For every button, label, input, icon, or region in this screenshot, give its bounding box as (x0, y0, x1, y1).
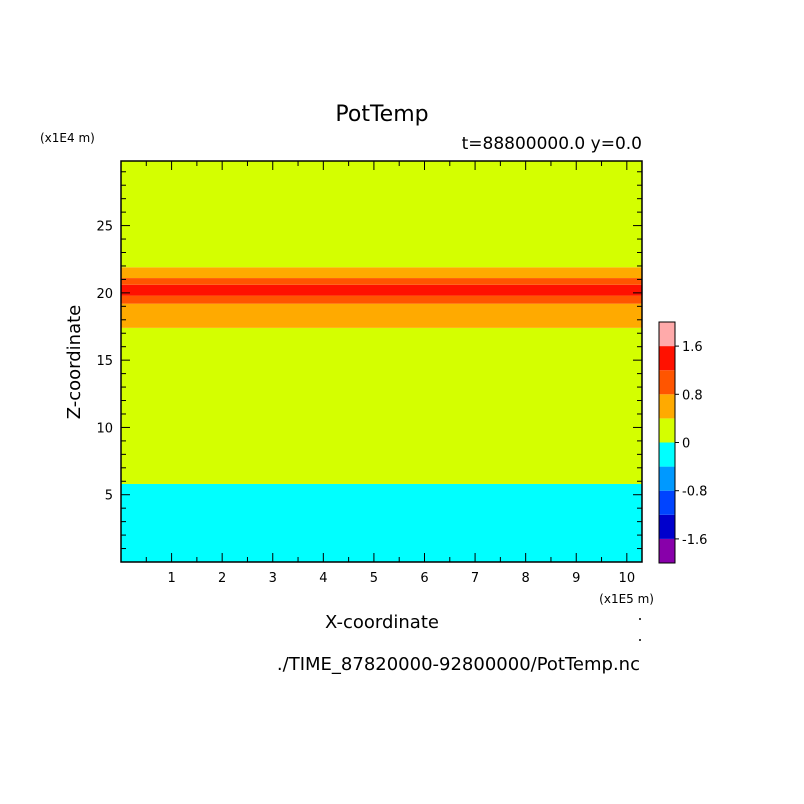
y-tick-label: 20 (96, 287, 113, 302)
y-scale-label: (x1E4 m) (40, 131, 95, 145)
x-axis: 1 2 3 4 5 6 7 8 9 10 (145, 161, 636, 586)
source-file-label: ./TIME_87820000-92800000/PotTemp.nc (277, 654, 640, 675)
marker-dot (639, 639, 641, 641)
colorbar-label: -1.6 (682, 533, 707, 548)
contour-band (121, 284, 642, 296)
x-tick-label: 1 (167, 571, 175, 586)
x-tick-label: 5 (370, 571, 378, 586)
x-tick-label: 4 (319, 571, 327, 586)
x-tick-label: 10 (619, 571, 636, 586)
contour-band (121, 161, 642, 268)
x-axis-label: X-coordinate (325, 612, 439, 633)
colorbar-swatch (659, 322, 675, 347)
colorbar-label: 0 (682, 437, 690, 452)
x-tick-label: 6 (420, 571, 428, 586)
y-tick-label: 25 (96, 220, 113, 235)
y-tick-label: 15 (96, 354, 113, 369)
x-tick-label: 8 (522, 571, 530, 586)
contour-band (121, 267, 642, 279)
colorbar-swatch (659, 514, 675, 539)
colorbar-swatch (659, 490, 675, 515)
colorbar-label: 0.8 (682, 388, 703, 403)
plot-frame (120, 160, 643, 563)
chart-title: PotTemp (335, 102, 428, 127)
colorbar-swatch (659, 394, 675, 419)
colorbar-swatch (659, 418, 675, 443)
x-tick-label: 9 (572, 571, 580, 586)
contour-band (121, 295, 642, 304)
contour-band (121, 327, 642, 484)
colorbar-label: -0.8 (682, 485, 707, 500)
y-tick-label: 5 (105, 489, 113, 504)
chart-subtitle: t=88800000.0 y=0.0 (462, 134, 642, 154)
colorbar-swatch (659, 538, 675, 563)
y-axis-label: Z-coordinate (64, 305, 85, 420)
x-tick-label: 2 (218, 571, 226, 586)
x-tick-label: 3 (269, 571, 277, 586)
colorbar-swatch (659, 466, 675, 491)
colorbar-swatch (659, 442, 675, 467)
colorbar-swatch (659, 346, 675, 371)
x-scale-label: (x1E5 m) (599, 592, 654, 606)
colorbar: 1.6 0.8 0 -0.8 -1.6 (658, 321, 707, 564)
x-tick-label: 7 (471, 571, 479, 586)
contour-band (121, 278, 642, 285)
contour-band (121, 303, 642, 328)
colorbar-label: 1.6 (682, 340, 703, 355)
y-tick-label: 10 (96, 421, 113, 436)
plot-area (121, 161, 642, 562)
colorbar-swatch (659, 370, 675, 395)
y-axis: 5 10 15 20 25 (96, 171, 642, 550)
marker-dot (639, 618, 641, 620)
contour-band (121, 483, 642, 562)
